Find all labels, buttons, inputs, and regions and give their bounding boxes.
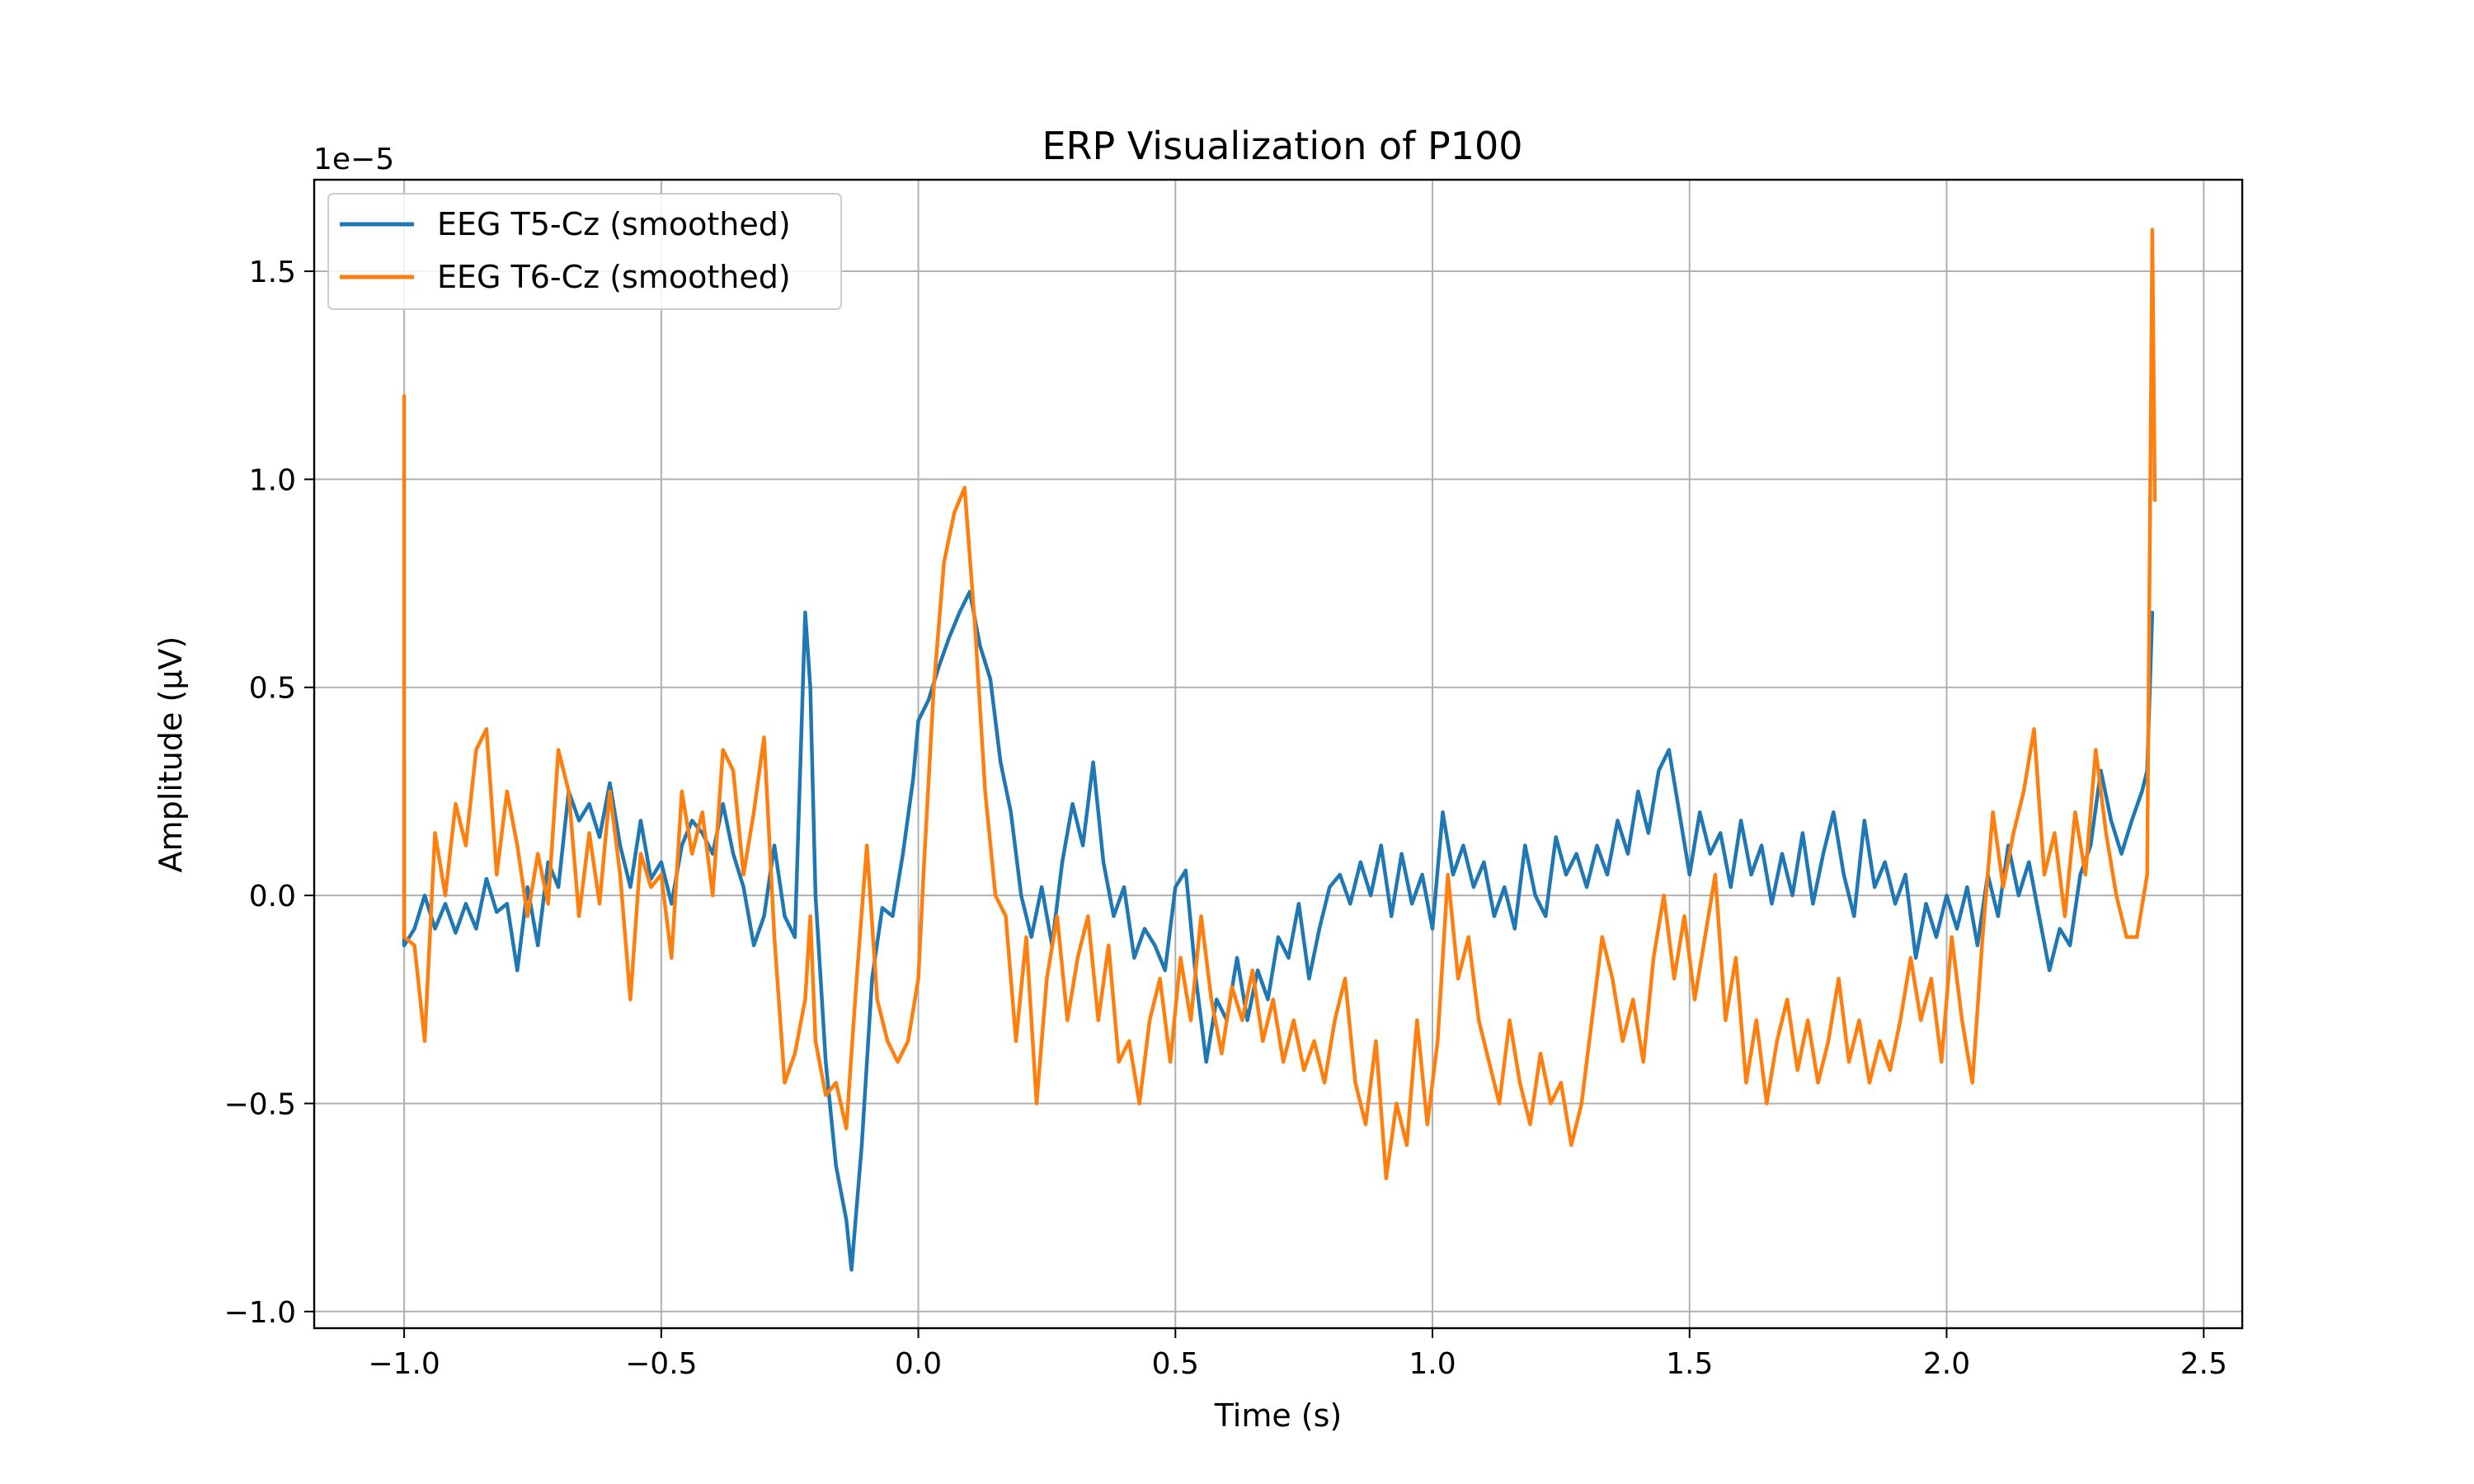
chart-title: ERP Visualization of P100 bbox=[1042, 124, 1522, 168]
grid-lines bbox=[314, 180, 2242, 1328]
x-tick-label: 0.0 bbox=[895, 1347, 942, 1381]
x-tick-label: 0.5 bbox=[1152, 1347, 1199, 1381]
legend-box bbox=[327, 193, 842, 310]
x-tick-label: −0.5 bbox=[625, 1347, 697, 1381]
x-tick-label: 1.0 bbox=[1409, 1347, 1456, 1381]
x-axis-ticks: −1.0 −0.5 0.0 0.5 1.0 1.5 2.0 2.5 bbox=[368, 1328, 2227, 1381]
legend-label-t6: EEG T6-Cz (smoothed) bbox=[437, 259, 791, 295]
y-axis-ticks: −1.0 −0.5 0.0 0.5 1.0 1.5 bbox=[224, 256, 314, 1330]
plot-frame bbox=[313, 178, 2244, 1330]
y-tick-label: 0.5 bbox=[249, 672, 296, 706]
y-tick-label: −0.5 bbox=[224, 1087, 296, 1121]
y-tick-label: −1.0 bbox=[224, 1296, 296, 1330]
series-line-t6-cz bbox=[402, 228, 2157, 1181]
y-axis-scale-label: 1e−5 bbox=[313, 143, 394, 176]
x-tick-label: 1.5 bbox=[1666, 1347, 1713, 1381]
legend: EEG T5-Cz (smoothed) EEG T6-Cz (smoothed… bbox=[327, 193, 842, 310]
legend-label-t5: EEG T5-Cz (smoothed) bbox=[437, 206, 791, 242]
x-tick-label: −1.0 bbox=[368, 1347, 440, 1381]
series-line-t5-cz bbox=[402, 589, 2155, 1272]
y-axis-label: Amplitude (µV) bbox=[153, 636, 189, 873]
y-tick-label: 1.0 bbox=[249, 463, 296, 497]
x-tick-label: 2.5 bbox=[2180, 1347, 2227, 1381]
x-tick-label: 2.0 bbox=[1923, 1347, 1970, 1381]
x-axis-label: Time (s) bbox=[1214, 1397, 1343, 1434]
y-tick-label: 0.0 bbox=[249, 880, 296, 913]
series-layer bbox=[402, 228, 2157, 1272]
y-tick-label: 1.5 bbox=[249, 256, 296, 289]
